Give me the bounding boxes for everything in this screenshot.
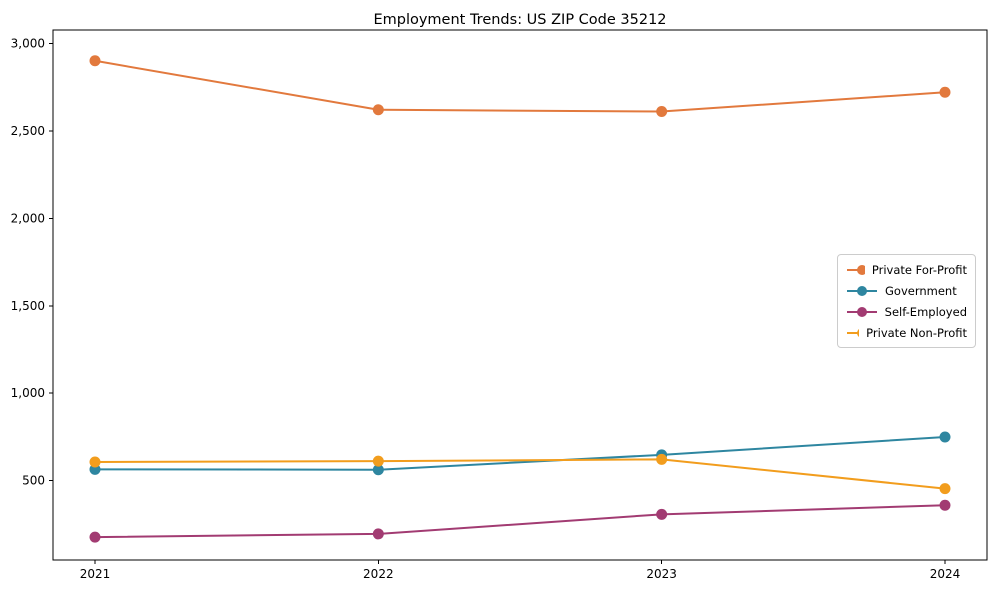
y-tick-label: 2,000	[11, 211, 45, 225]
legend-label: Private For-Profit	[871, 262, 967, 277]
legend-label: Government	[885, 283, 957, 298]
data-point-government	[939, 431, 951, 443]
data-point-private-for-profit	[89, 55, 101, 67]
y-tick-label: 1,000	[11, 386, 45, 400]
chart-title: Employment Trends: US ZIP Code 35212	[373, 12, 667, 28]
y-tick-label: 3,000	[11, 36, 45, 50]
plot-spines	[52, 29, 988, 561]
legend-line-marker-icon	[847, 328, 860, 337]
data-point-private-non-profit	[939, 483, 951, 495]
legend-entry-self-employed: Self-Employed	[846, 304, 967, 319]
series-line-private-non-profit	[94, 458, 946, 490]
data-point-private-non-profit	[89, 456, 101, 468]
data-point-private-for-profit	[372, 104, 384, 116]
data-point-self-employed	[656, 508, 668, 520]
x-tick-label: 2021	[80, 567, 111, 581]
data-point-self-employed	[939, 499, 951, 511]
x-tick-label: 2022	[363, 567, 394, 581]
legend-entry-government: Government	[846, 283, 967, 298]
series-line-government	[94, 435, 946, 471]
legend-line-marker-icon	[847, 264, 865, 275]
data-point-private-non-profit	[656, 453, 668, 465]
data-point-private-for-profit	[939, 86, 951, 98]
data-point-self-employed	[372, 528, 384, 540]
series-line-self-employed	[94, 504, 946, 539]
data-point-government	[372, 464, 384, 476]
legend-line-marker-icon	[847, 285, 877, 296]
data-point-private-for-profit	[656, 106, 668, 118]
y-tick-label: 2,500	[11, 124, 45, 138]
chart-legend: Private For-Profit Government Self-Employe…	[837, 254, 976, 348]
data-point-private-non-profit	[372, 455, 384, 467]
y-tick-label: 500	[22, 474, 45, 488]
legend-entry-private-for-profit: Private For-Profit	[846, 262, 967, 277]
y-tick-label: 1,500	[11, 299, 45, 313]
legend-label: Private Non-Profit	[866, 325, 967, 340]
data-point-self-employed	[89, 531, 101, 543]
series-line-private-for-profit	[94, 59, 946, 113]
x-tick-label: 2023	[646, 567, 677, 581]
x-tick-label: 2024	[930, 567, 961, 581]
legend-line-marker-icon	[847, 306, 877, 317]
legend-entry-private-non-profit: Private Non-Profit	[846, 325, 967, 340]
legend-label: Self-Employed	[884, 304, 967, 319]
